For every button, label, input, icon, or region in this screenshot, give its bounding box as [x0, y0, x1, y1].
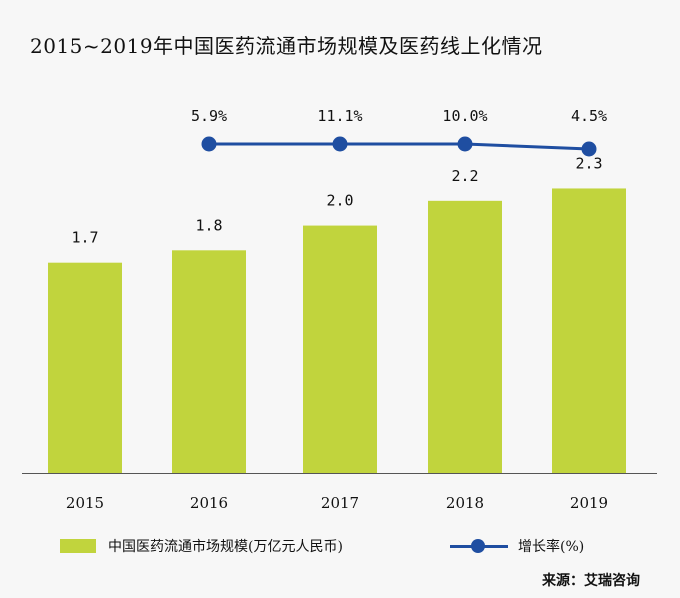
growth-rate-point-2019 — [581, 141, 597, 157]
legend-bar-swatch — [60, 539, 96, 553]
legend-item-growth-rate: 增长率(%) — [450, 536, 584, 556]
x-tick-label-group: 2015 2016 2017 2018 2019 — [66, 494, 608, 512]
x-tick-label: 2019 — [570, 494, 608, 512]
legend-line-marker — [471, 539, 485, 553]
source-note: 来源：艾瑞咨询 — [542, 573, 640, 589]
bar-value-label: 2.2 — [451, 167, 478, 185]
growth-rate-label: 10.0% — [442, 107, 487, 125]
bar-value-label: 2.0 — [326, 192, 353, 210]
bar-group — [48, 188, 626, 474]
bar-value-label: 1.7 — [71, 229, 98, 247]
growth-rate-label: 4.5% — [571, 107, 607, 125]
growth-rate-label: 5.9% — [191, 107, 227, 125]
legend-item-market-size: 中国医药流通市场规模(万亿元人民币) — [60, 536, 343, 556]
x-tick-label: 2017 — [321, 494, 359, 512]
legend-line-swatch — [450, 539, 508, 553]
bar-value-label: 2.3 — [575, 154, 602, 172]
bar-label-group: 1.7 1.8 2.0 2.2 2.3 — [71, 154, 602, 246]
growth-rate-line-group — [201, 136, 597, 157]
growth-rate-label-group: 5.9% 11.1% 10.0% 4.5% — [191, 107, 607, 125]
bar-2017 — [303, 225, 377, 473]
growth-rate-line — [209, 142, 590, 151]
bar-2016 — [172, 250, 246, 473]
growth-rate-label: 11.1% — [317, 107, 362, 125]
legend-growth-rate-label: 增长率(%) — [518, 539, 585, 555]
bar-2018 — [428, 200, 502, 474]
bar-value-label: 1.8 — [195, 216, 222, 234]
legend: 中国医药流通市场规模(万亿元人民币) 增长率(%) — [60, 536, 640, 560]
x-tick-label: 2018 — [446, 494, 484, 512]
bar-2019 — [552, 188, 626, 473]
growth-rate-point-2017 — [332, 136, 348, 152]
bar-2015 — [48, 262, 122, 473]
x-tick-label: 2016 — [190, 494, 228, 512]
growth-rate-point-2018 — [457, 136, 473, 152]
chart-title: 2015~2019年中国医药流通市场规模及医药线上化情况 — [30, 34, 543, 58]
legend-market-size-label: 中国医药流通市场规模(万亿元人民币) — [108, 539, 343, 555]
x-tick-label: 2015 — [66, 494, 104, 512]
growth-rate-point-2016 — [201, 136, 217, 152]
